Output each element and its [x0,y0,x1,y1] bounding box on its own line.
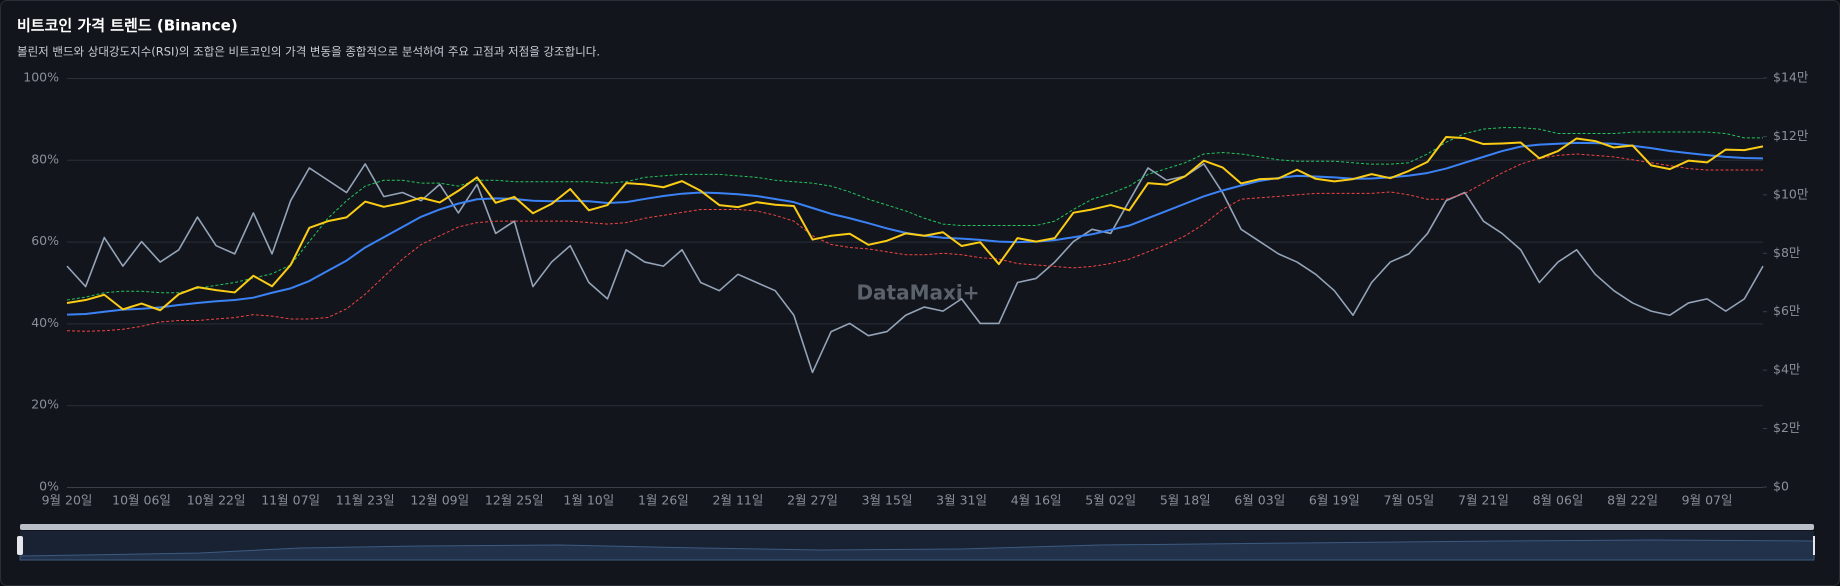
plot-area [66,127,1764,374]
x-tick-label: 3월 15일 [862,493,913,508]
x-tick-label: 9월 07일 [1682,493,1733,508]
y-tick-label: 40% [31,315,59,330]
x-tick-label: 4월 16일 [1011,493,1062,508]
chart-title: 비트코인 가격 트렌드 (Binance) [17,17,238,35]
x-tick-label: 12월 09일 [410,493,469,508]
x-tick-label: 5월 02일 [1085,493,1136,508]
x-tick-label: 10월 06일 [112,493,171,508]
y2-tick-label: $0 [1773,479,1789,494]
y2-tick-label: $6만 [1773,303,1801,318]
y2-tick-label: $10만 [1773,186,1809,201]
y-tick-label: 80% [31,151,59,166]
x-tick-label: 10월 22일 [187,493,246,508]
y2-tick-label: $4만 [1773,362,1801,377]
chart-subtitle: 볼린저 밴드와 상대강도지수(RSI)의 조합은 비트코인의 가격 변동을 종합… [17,45,600,59]
x-tick-label: 12월 25일 [485,493,544,508]
x-tick-label: 2월 11일 [713,493,764,508]
y2-tick-label: $12만 [1773,128,1809,143]
x-tick-label: 8월 06일 [1533,493,1584,508]
series-line [66,163,1764,374]
zoom-handle-right[interactable] [1813,536,1815,555]
x-tick-label: 11월 23일 [336,493,395,508]
x-tick-label: 5월 18일 [1160,493,1211,508]
y-tick-label: 100% [23,70,59,85]
series-line [66,136,1764,312]
x-tick-label: 2월 27일 [787,493,838,508]
x-tick-label: 7월 21일 [1458,493,1509,508]
zoom-bar[interactable] [20,524,1814,530]
x-tick-label: 1월 26일 [638,493,689,508]
x-tick-label: 9월 20일 [42,493,93,508]
series-line [66,127,1763,301]
x-tick-label: 11월 07일 [261,493,320,508]
x-tick-label: 3월 31일 [936,493,987,508]
series-line [66,153,1763,332]
x-tick-label: 6월 19일 [1309,493,1360,508]
y-tick-label: 60% [31,233,59,248]
watermark: DataMaxi+ [856,281,979,305]
y2-tick-label: $14만 [1773,70,1809,85]
y2-tick-label: $8만 [1773,245,1801,260]
x-tick-label: 6월 03일 [1234,493,1285,508]
x-tick-label: 1월 10일 [563,493,614,508]
y2-tick-label: $2만 [1773,420,1801,435]
x-tick-label: 8월 22일 [1607,493,1658,508]
y-tick-label: 20% [31,397,59,412]
zoom-handle-left[interactable] [17,536,23,555]
y-tick-label: 0% [39,479,59,494]
x-tick-label: 7월 05일 [1383,493,1434,508]
zoom-slider[interactable] [17,524,1815,561]
